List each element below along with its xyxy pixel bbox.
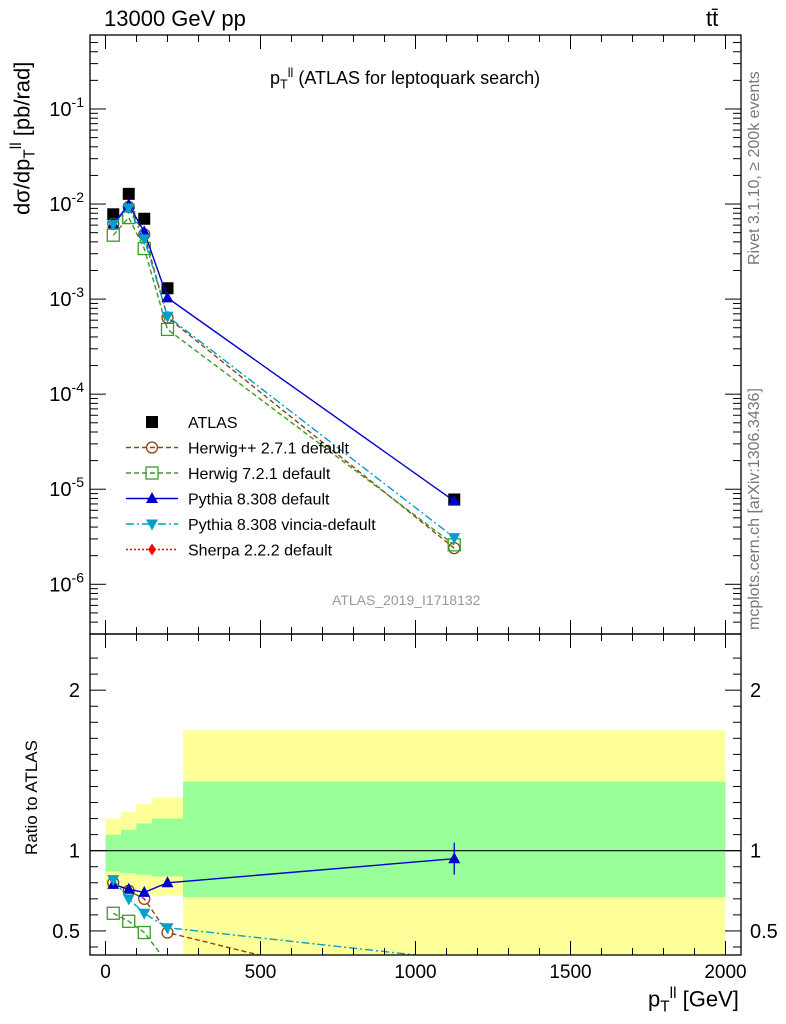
ratio-point-3-1 (122, 894, 135, 906)
data-point-2-3 (160, 322, 175, 337)
ratio-point-2-1 (122, 882, 135, 894)
ratio-y-tick-label-right: 0.5 (750, 921, 778, 943)
y-tick-exponent: -1 (72, 94, 85, 110)
ratio-point-3-0 (107, 875, 120, 887)
legend-marker-0 (146, 416, 158, 428)
data-point-4-0 (107, 219, 120, 231)
ratio-y-tick-label-right: 1 (750, 841, 761, 863)
y-tick-exponent: -3 (72, 284, 85, 300)
main-series-group (106, 187, 461, 555)
legend-label-2: Herwig 7.2.1 default (188, 466, 331, 483)
x-tick-label: 500 (245, 962, 277, 983)
band-inner-2 (136, 823, 152, 875)
data-point-0-2 (138, 212, 151, 225)
data-point-4-1 (122, 203, 135, 215)
y-tick-label: 10-6 (49, 569, 84, 596)
data-point-0-0 (107, 208, 120, 221)
band-inner-0 (105, 834, 121, 872)
y-tick-label: 10-1 (49, 94, 84, 121)
legend-label-0: ATLAS (188, 415, 238, 432)
x-tick-label: 0 (100, 962, 111, 983)
legend-marker-5 (148, 543, 156, 556)
series-line-2 (112, 216, 455, 546)
rivet-version-label: Rivet 3.1.10, ≥ 200k events (746, 71, 763, 265)
ratio-point-1-1 (122, 914, 136, 928)
series-line-4 (112, 206, 455, 539)
legend-label-5: Sherpa 2.2.2 default (188, 543, 333, 560)
legend: ATLAS Herwig++ 2.7.1 default Herwig 7.2.1 … (126, 415, 376, 560)
x-tick-label: 1000 (394, 962, 436, 983)
legend-marker-2 (145, 466, 159, 480)
ratio-uncertainty-bands (105, 730, 726, 955)
data-point-0-1 (122, 187, 135, 200)
legend-label-3: Pythia 8.308 default (188, 492, 330, 509)
ratio-y-tick-label: 2 (69, 680, 80, 702)
x-tick-label: 1500 (549, 962, 591, 983)
x-tick-label: 2000 (704, 962, 746, 983)
y-axis-label: dσ/dpTll [pb/rad] (8, 61, 39, 215)
ratio-point-2-3 (161, 876, 174, 888)
legend-marker-1 (145, 441, 159, 454)
y-tick-exponent: -2 (72, 189, 85, 205)
legend-label-1: Herwig++ 2.7.1 default (188, 441, 350, 458)
tick-labels: 0 500 1000 1500 2000 10-6 10-5 10-4 10-3 10-2 10-1… (49, 94, 778, 983)
ratio-line-1 (112, 912, 163, 955)
y-tick-label: 10-4 (49, 379, 84, 406)
ratio-point-3-2 (138, 908, 151, 920)
band-inner-1 (121, 829, 137, 874)
energy-label: 13000 GeV pp (104, 6, 246, 31)
ratio-point-2-2 (138, 885, 151, 897)
legend-marker-3 (146, 492, 158, 503)
data-point-4-2 (138, 234, 151, 246)
y-tick-exponent: -4 (72, 379, 85, 395)
ratio-axis-label: Ratio to ATLAS (22, 740, 41, 855)
data-point-4-4 (448, 533, 461, 545)
y-tick-label: 10-3 (49, 284, 84, 311)
ratio-y-tick-label-right: 2 (750, 680, 761, 702)
plot-title: pTll (ATLAS for leptoquark search) (270, 66, 541, 92)
x-axis-label: pTll [GeV] (648, 985, 739, 1016)
legend-marker-4 (146, 519, 158, 531)
ratio-point-1-2 (137, 925, 151, 940)
y-tick-exponent: -6 (72, 569, 85, 585)
ratio-y-tick-label: 0.5 (52, 921, 80, 943)
data-point-4-3 (161, 311, 174, 323)
y-tick-label: 10-2 (49, 189, 84, 216)
band-inner-4 (183, 781, 726, 898)
ratio-point-3-3 (161, 923, 174, 935)
legend-label-4: Pythia 8.308 vincia-default (188, 517, 376, 534)
process-label: tt̄ (706, 6, 719, 31)
mcplots-label: mcplots.cern.ch [arXiv:1306.3436] (746, 388, 763, 630)
ratio-series-group (106, 842, 461, 955)
data-point-3-3 (161, 291, 174, 303)
ratio-point-1-0 (106, 906, 120, 920)
ratio-line-3 (112, 879, 416, 955)
axis-ticks (90, 35, 741, 955)
y-tick-label: 10-5 (49, 474, 84, 501)
band-inner-3 (152, 818, 183, 877)
y-tick-exponent: -5 (72, 474, 85, 490)
data-point-3-4 (448, 494, 461, 506)
ratio-y-tick-label: 1 (69, 841, 80, 863)
analysis-reference-label: ATLAS_2019_I1718132 (332, 592, 481, 608)
